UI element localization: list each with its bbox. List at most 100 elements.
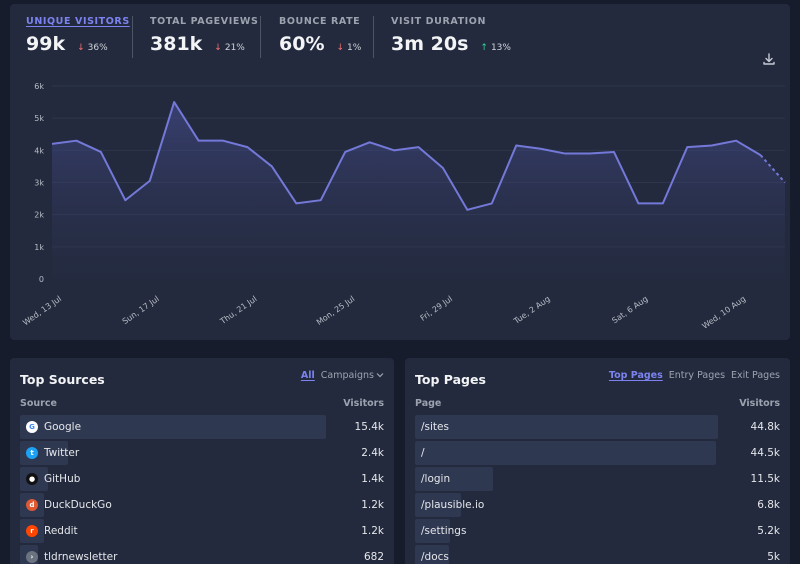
metric-total-pageviews[interactable]: TOTAL PAGEVIEWS 381k ↓ 21% [150, 16, 258, 55]
tab-campaigns[interactable]: Campaigns [321, 370, 384, 381]
metric-label[interactable]: TOTAL PAGEVIEWS [150, 16, 259, 27]
data-point[interactable] [244, 144, 250, 150]
data-point[interactable] [464, 207, 470, 213]
metric-bounce-rate[interactable]: BOUNCE RATE 60% ↓ 1% [279, 16, 361, 55]
data-point[interactable] [318, 197, 324, 203]
data-point[interactable] [684, 144, 690, 150]
data-point[interactable] [782, 180, 788, 186]
data-point[interactable] [196, 138, 202, 144]
list-item-value: 6.8k [757, 499, 780, 511]
data-point[interactable] [269, 163, 275, 169]
github-icon: ● [26, 473, 38, 485]
tab-exit-pages[interactable]: Exit Pages [731, 370, 780, 381]
metric-change: ↓ 1% [336, 43, 362, 53]
tab-all[interactable]: All [300, 370, 315, 381]
tab-top-pages[interactable]: Top Pages [608, 370, 663, 381]
visitors-bar [415, 415, 718, 439]
data-point[interactable] [171, 99, 177, 105]
data-point[interactable] [611, 149, 617, 155]
data-point[interactable] [342, 149, 348, 155]
data-point[interactable] [367, 139, 373, 145]
list-item[interactable]: › tldrnewsletter 682 [20, 544, 384, 564]
data-point[interactable] [98, 149, 104, 155]
list-item[interactable]: /docs 5k [415, 544, 780, 564]
list-item[interactable]: d DuckDuckGo 1.2k [20, 492, 384, 518]
list-item-value: 1.2k [361, 525, 384, 537]
data-point[interactable] [122, 197, 128, 203]
metric-label[interactable]: VISIT DURATION [391, 16, 487, 27]
list-item[interactable]: t Twitter 2.4k [20, 440, 384, 466]
data-point[interactable] [440, 165, 446, 171]
list-item-label[interactable]: d DuckDuckGo [20, 499, 112, 511]
data-point[interactable] [489, 200, 495, 206]
arrow-down-icon: ↓ [214, 43, 222, 53]
data-point[interactable] [635, 200, 641, 206]
list-item[interactable]: ● GitHub 1.4k [20, 466, 384, 492]
metric-label[interactable]: UNIQUE VISITORS [26, 16, 130, 27]
tab-entry-pages[interactable]: Entry Pages [668, 370, 726, 381]
list-item-label[interactable]: /plausible.io [421, 499, 485, 511]
list-item[interactable]: /sites 44.8k [415, 414, 780, 440]
download-icon[interactable] [762, 52, 776, 66]
metric-change: ↑ 13% [480, 43, 511, 53]
metric-label[interactable]: BOUNCE RATE [279, 16, 361, 27]
list-item-label[interactable]: /sites [421, 421, 449, 433]
arrow-down-icon: ↓ [336, 43, 345, 53]
y-tick-label: 6k [34, 82, 44, 91]
data-point[interactable] [416, 144, 422, 150]
data-point[interactable] [538, 146, 544, 152]
panel-title: Top Pages [415, 372, 486, 387]
data-point[interactable] [391, 147, 397, 153]
pages-list: /sites 44.8k / 44.5k/login 11.5k/plausible.i… [415, 414, 780, 564]
list-item-label[interactable]: / [421, 447, 425, 459]
data-point[interactable] [562, 151, 568, 157]
data-point[interactable] [147, 178, 153, 184]
panel-title: Top Sources [20, 372, 105, 387]
list-item[interactable]: / 44.5k [415, 440, 780, 466]
series-line-incomplete [759, 154, 786, 184]
data-point[interactable] [513, 143, 519, 149]
list-item-label[interactable]: › tldrnewsletter [20, 551, 117, 563]
data-point[interactable] [709, 143, 715, 149]
visitors-bar [415, 467, 493, 491]
data-point[interactable] [49, 141, 55, 147]
data-point[interactable] [758, 152, 764, 158]
y-tick-label: 3k [34, 179, 44, 188]
column-header-visitors: Visitors [739, 398, 780, 409]
data-point[interactable] [587, 151, 593, 157]
y-tick-label: 5k [34, 114, 44, 123]
sources-list: G Google 15.4k t Twitter 2.4k ● GitHub 1.4k d Duck… [20, 414, 384, 564]
list-item-label[interactable]: ● GitHub [20, 473, 80, 485]
list-item[interactable]: G Google 15.4k [20, 414, 384, 440]
page-tabs: Top Pages Entry Pages Exit Pages [609, 370, 780, 381]
list-item-label[interactable]: /settings [421, 525, 467, 537]
visitors-line-chart: 0 1k 2k 3k 4k 5k 6k Wed, 13 Jul Sun, 17 Jul Thu, … [21, 82, 788, 331]
data-point[interactable] [220, 138, 226, 144]
list-item[interactable]: /login 11.5k [415, 466, 780, 492]
metric-unique-visitors[interactable]: UNIQUE VISITORS 99k ↓ 36% [26, 16, 130, 55]
list-item-value: 11.5k [750, 473, 780, 485]
list-item-label[interactable]: t Twitter [20, 447, 79, 459]
data-point[interactable] [73, 138, 79, 144]
list-item[interactable]: /plausible.io 6.8k [415, 492, 780, 518]
list-item-label[interactable]: G Google [20, 421, 81, 433]
data-point[interactable] [733, 138, 739, 144]
arrow-up-icon: ↑ [480, 43, 488, 53]
metric-change: ↓ 36% [77, 43, 108, 53]
list-item-label[interactable]: /login [421, 473, 451, 485]
list-item-value: 15.4k [354, 421, 384, 433]
list-item[interactable]: r Reddit 1.2k [20, 518, 384, 544]
metric-visit-duration[interactable]: VISIT DURATION 3m 20s ↑ 13% [391, 16, 511, 55]
visitors-bar [415, 493, 461, 517]
list-item-label[interactable]: /docs [421, 551, 449, 563]
reddit-icon: r [26, 525, 38, 537]
data-point[interactable] [293, 200, 299, 206]
list-item-value: 5k [767, 551, 780, 563]
visitors-bar [415, 545, 449, 564]
visitors-bar [415, 519, 451, 543]
list-item-value: 682 [363, 551, 384, 563]
data-point[interactable] [660, 200, 666, 206]
x-tick-label: Fri, 29 Jul [419, 294, 454, 323]
list-item-label[interactable]: r Reddit [20, 525, 78, 537]
list-item[interactable]: /settings 5.2k [415, 518, 780, 544]
